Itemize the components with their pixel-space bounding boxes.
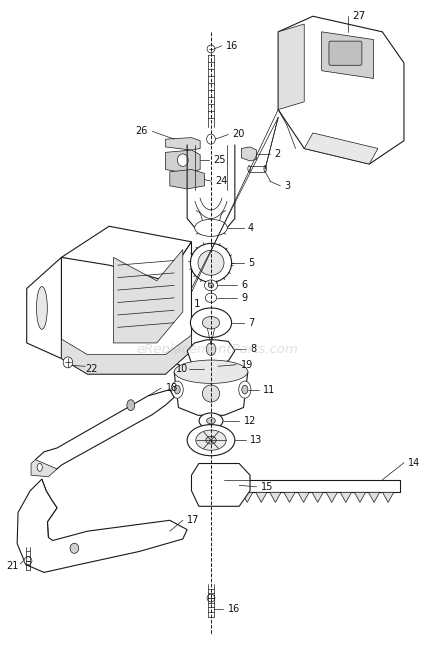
Polygon shape — [174, 372, 247, 415]
Ellipse shape — [199, 413, 222, 428]
Ellipse shape — [247, 166, 250, 172]
Text: 7: 7 — [247, 318, 253, 328]
Ellipse shape — [177, 154, 188, 166]
Ellipse shape — [204, 364, 217, 374]
Ellipse shape — [174, 360, 247, 384]
Ellipse shape — [205, 436, 216, 444]
Ellipse shape — [202, 316, 219, 329]
Polygon shape — [31, 459, 57, 477]
Text: 17: 17 — [187, 515, 199, 525]
Text: 27: 27 — [351, 11, 364, 21]
Polygon shape — [297, 492, 309, 503]
Ellipse shape — [263, 166, 266, 172]
Polygon shape — [113, 250, 182, 343]
Polygon shape — [381, 492, 393, 503]
Ellipse shape — [190, 308, 231, 338]
Text: 13: 13 — [250, 435, 262, 445]
Text: 3: 3 — [284, 181, 290, 191]
Polygon shape — [61, 335, 191, 374]
Text: 11: 11 — [263, 384, 275, 395]
Polygon shape — [35, 389, 174, 469]
Ellipse shape — [195, 430, 226, 450]
Polygon shape — [269, 492, 280, 503]
Polygon shape — [26, 258, 61, 358]
Ellipse shape — [174, 386, 180, 394]
Ellipse shape — [208, 283, 213, 288]
Text: 22: 22 — [85, 364, 98, 373]
Polygon shape — [241, 147, 256, 161]
Ellipse shape — [171, 381, 183, 398]
Text: 16: 16 — [226, 41, 238, 51]
Ellipse shape — [36, 287, 47, 329]
Polygon shape — [61, 242, 191, 374]
Ellipse shape — [24, 557, 32, 565]
Ellipse shape — [37, 463, 42, 471]
Ellipse shape — [241, 386, 247, 394]
Ellipse shape — [207, 594, 214, 602]
Text: 26: 26 — [135, 126, 148, 137]
Polygon shape — [326, 492, 337, 503]
Text: 15: 15 — [260, 482, 273, 492]
Text: 10: 10 — [176, 364, 188, 373]
Text: 9: 9 — [241, 293, 247, 303]
Polygon shape — [187, 340, 234, 365]
Ellipse shape — [204, 280, 217, 291]
Text: 14: 14 — [408, 457, 420, 468]
Text: 8: 8 — [250, 344, 256, 354]
Text: 21: 21 — [7, 561, 19, 571]
Polygon shape — [339, 492, 351, 503]
Ellipse shape — [206, 343, 215, 355]
Ellipse shape — [63, 357, 72, 368]
Ellipse shape — [187, 424, 234, 455]
Ellipse shape — [190, 243, 231, 282]
Text: 4: 4 — [247, 223, 253, 233]
Text: 5: 5 — [247, 258, 253, 268]
Text: 6: 6 — [241, 280, 247, 291]
Polygon shape — [368, 492, 379, 503]
Text: 25: 25 — [213, 155, 225, 165]
Polygon shape — [165, 138, 200, 150]
Text: 2: 2 — [273, 149, 279, 159]
Polygon shape — [169, 170, 204, 189]
Text: 18: 18 — [165, 383, 178, 393]
FancyBboxPatch shape — [328, 41, 361, 65]
Polygon shape — [278, 24, 303, 109]
Polygon shape — [255, 492, 266, 503]
Text: 12: 12 — [243, 416, 255, 426]
Text: 19: 19 — [240, 360, 252, 369]
Polygon shape — [241, 492, 252, 503]
Polygon shape — [283, 492, 294, 503]
Polygon shape — [321, 32, 373, 78]
Polygon shape — [17, 479, 187, 573]
Polygon shape — [353, 492, 365, 503]
Bar — [224, 480, 399, 492]
Ellipse shape — [194, 219, 227, 236]
Polygon shape — [303, 133, 377, 164]
Polygon shape — [165, 150, 200, 173]
Ellipse shape — [207, 366, 214, 371]
Polygon shape — [311, 492, 322, 503]
Ellipse shape — [207, 45, 214, 53]
Ellipse shape — [206, 417, 215, 424]
Text: 1: 1 — [193, 299, 200, 309]
Text: 16: 16 — [227, 604, 239, 614]
Ellipse shape — [70, 543, 79, 553]
Text: 24: 24 — [215, 176, 227, 186]
Ellipse shape — [238, 381, 250, 398]
Text: 20: 20 — [232, 129, 244, 140]
Polygon shape — [278, 16, 403, 164]
Polygon shape — [61, 226, 191, 281]
Polygon shape — [227, 492, 238, 503]
Ellipse shape — [205, 293, 216, 303]
Ellipse shape — [197, 250, 224, 275]
Ellipse shape — [127, 400, 135, 411]
Polygon shape — [191, 463, 250, 507]
Text: eReplacementParts.com: eReplacementParts.com — [136, 343, 298, 356]
Ellipse shape — [206, 134, 215, 144]
Ellipse shape — [202, 385, 219, 402]
